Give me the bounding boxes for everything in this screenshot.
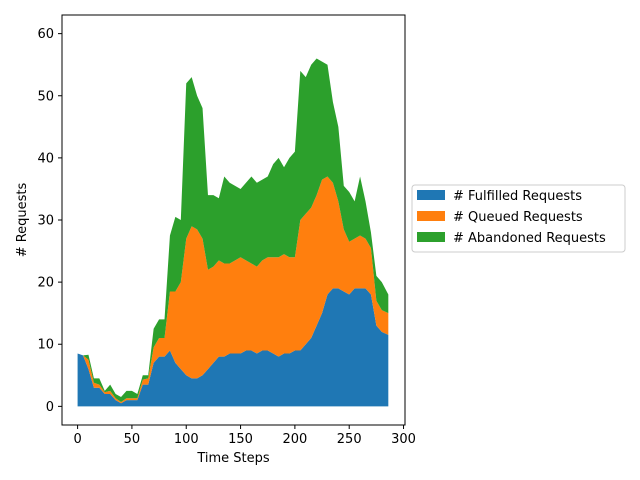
y-tick-label: 60 [37,27,54,42]
area-series-group [77,58,389,407]
y-axis-ticks: 0 10 20 30 40 50 60 [37,27,62,415]
legend-label: # Fulfilled Requests [453,189,582,204]
y-tick-label: 10 [37,338,54,353]
area-series-2 [77,176,389,404]
y-tick-label: 20 [37,276,54,291]
legend-swatch [417,190,445,200]
legend-swatch [417,232,445,242]
x-tick-label: 300 [391,432,416,447]
x-tick-label: 0 [73,432,81,447]
x-tick-label: 50 [124,432,141,447]
y-tick-label: 50 [37,89,54,104]
legend: # Fulfilled Requests # Queued Requests # A… [411,184,626,253]
legend-label: # Abandoned Requests [453,231,606,246]
x-tick-label: 100 [174,432,199,447]
x-tick-label: 200 [282,432,307,447]
y-axis-label: # Requests [15,182,30,257]
x-tick-label: 250 [337,432,362,447]
area-series-3 [77,58,389,403]
area-series-1 [77,288,389,407]
legend-swatch [417,211,445,221]
y-tick-label: 0 [46,400,54,415]
y-tick-label: 40 [37,151,54,166]
legend-label: # Queued Requests [453,210,583,225]
x-tick-label: 150 [228,432,253,447]
y-tick-label: 30 [37,214,54,229]
x-axis-label: Time Steps [196,451,270,466]
x-axis-ticks: 0 50 100 150 200 250 300 [73,425,416,447]
legend-items: # Fulfilled Requests # Queued Requests # A… [417,189,606,246]
legend-frame [411,184,626,253]
